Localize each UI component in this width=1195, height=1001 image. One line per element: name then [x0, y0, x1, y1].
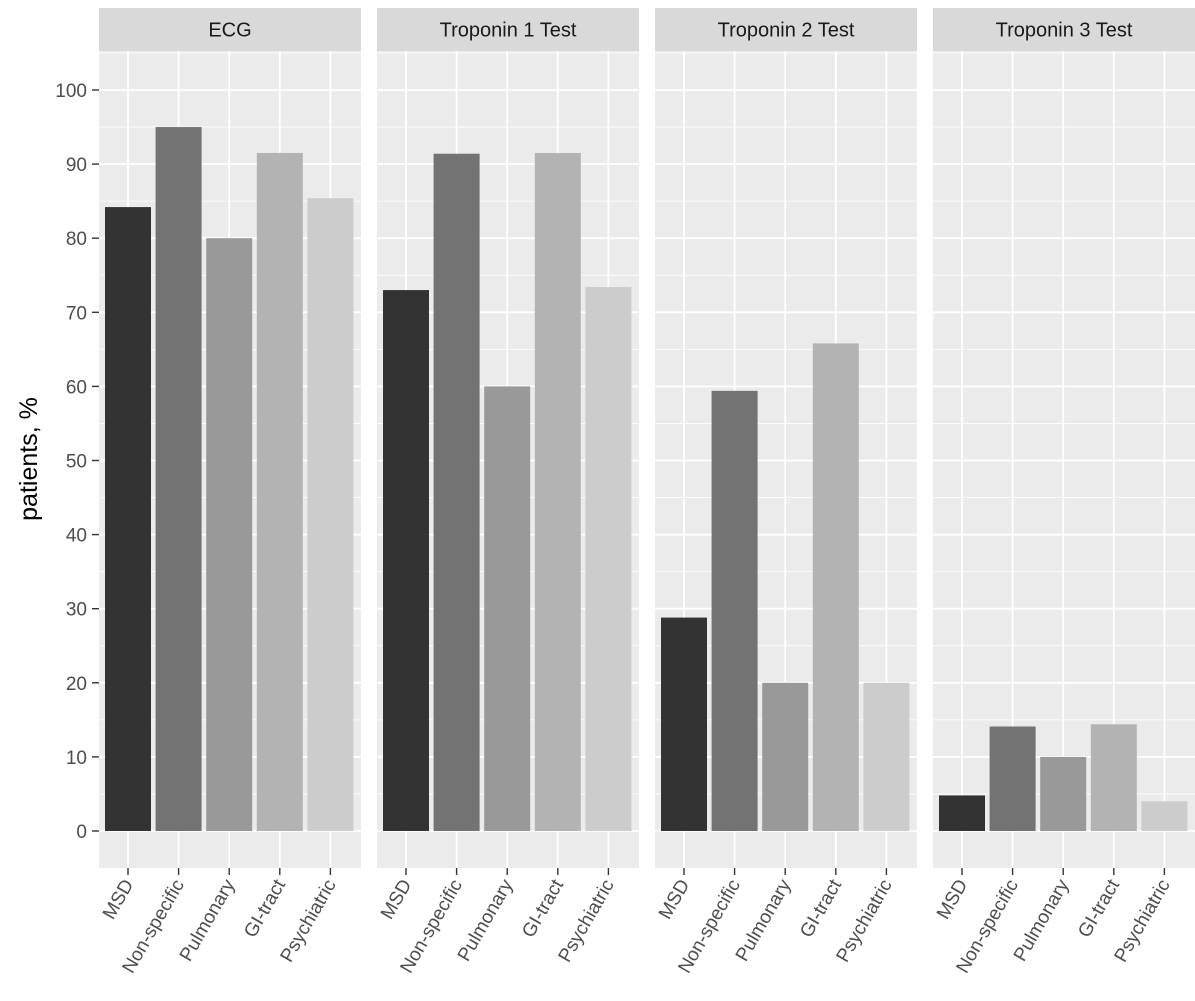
x-tick-label: MSD — [377, 876, 416, 923]
x-tick-label: GI-tract — [796, 875, 846, 941]
y-tick-label: 70 — [66, 303, 87, 324]
bar — [1090, 724, 1137, 831]
bar — [1040, 756, 1087, 831]
y-tick-label: 80 — [66, 229, 87, 250]
facet-title: Troponin 1 Test — [440, 20, 577, 42]
bar — [939, 795, 985, 831]
x-tick-label: MSD — [655, 876, 694, 923]
bar — [383, 290, 429, 831]
y-tick-label: 50 — [66, 452, 87, 473]
y-tick-label: 10 — [66, 748, 87, 769]
bar — [762, 682, 809, 831]
y-axis-title: patients, % — [15, 397, 43, 521]
x-tick-label: GI-tract — [1074, 875, 1124, 941]
y-tick-label: 60 — [66, 377, 87, 398]
y-tick-label: 20 — [66, 674, 87, 695]
facet-title: ECG — [208, 20, 251, 42]
bar — [433, 153, 480, 831]
y-axis: 0 10 20 30 40 50 60 70 80 90 100 — [55, 81, 99, 843]
bar — [661, 617, 707, 831]
bar — [534, 152, 581, 832]
facet-strip — [99, 8, 361, 51]
bar — [307, 198, 354, 831]
bar — [989, 726, 1036, 831]
bar — [206, 238, 253, 831]
facet-strip — [377, 8, 639, 51]
facet-strip — [655, 8, 917, 51]
y-tick-label: 0 — [76, 822, 87, 843]
bar — [1141, 801, 1188, 831]
bar — [105, 207, 151, 831]
facet-title: Troponin 2 Test — [718, 20, 855, 42]
y-tick-label: 90 — [66, 155, 87, 176]
y-tick-label: 40 — [66, 526, 87, 547]
bar — [484, 386, 531, 831]
y-tick-label: 100 — [55, 81, 87, 102]
bar — [812, 343, 859, 831]
x-tick-label: GI-tract — [240, 875, 290, 941]
bar — [863, 682, 910, 831]
facet-title: Troponin 3 Test — [996, 20, 1133, 42]
bar — [585, 287, 632, 832]
y-tick-label: 30 — [66, 600, 87, 621]
x-tick-label: MSD — [99, 876, 138, 923]
bar — [256, 152, 303, 832]
x-tick-label: GI-tract — [518, 875, 568, 941]
bar — [711, 390, 758, 831]
facet-strip — [933, 8, 1195, 51]
x-tick-label: MSD — [933, 876, 972, 923]
bar — [155, 127, 202, 832]
